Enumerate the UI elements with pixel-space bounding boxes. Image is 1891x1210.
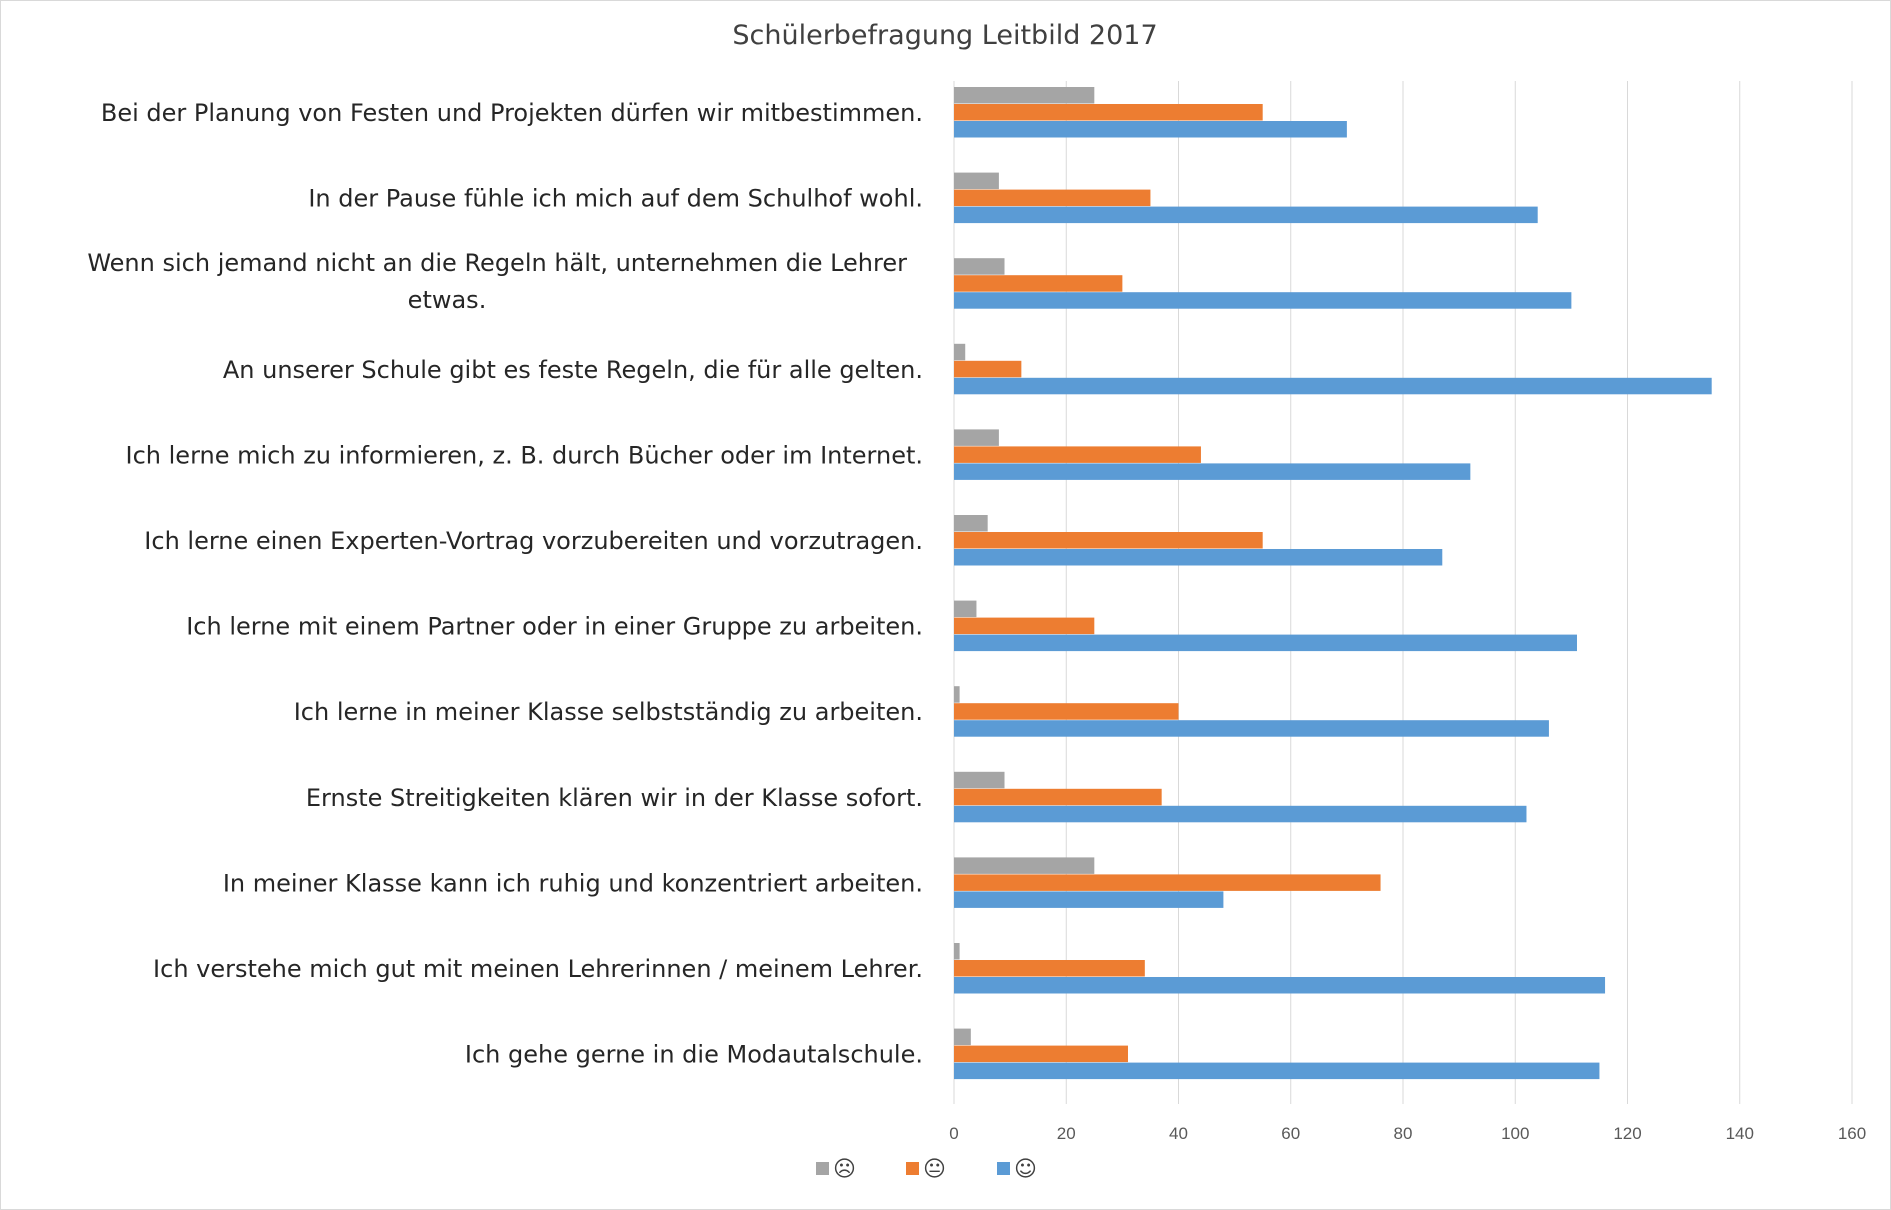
bar-2-11	[954, 960, 1145, 977]
legend-swatch	[816, 1162, 829, 1175]
bar-3-3	[954, 292, 1572, 309]
category-label: Ich lerne einen Experten-Vortrag vorzube…	[144, 527, 923, 555]
bar-3-4	[954, 377, 1712, 395]
bar-3-12	[954, 1062, 1600, 1080]
x-tick-label: 0	[949, 1124, 958, 1143]
category-label: Bei der Planung von Festen und Projekten…	[101, 99, 923, 127]
category-labels: Bei der Planung von Festen und Projekten…	[87, 99, 923, 1069]
bar-1-12	[954, 1028, 971, 1046]
bar-2-3	[954, 275, 1123, 292]
bar-1-11	[954, 943, 960, 960]
bar-3-8	[954, 720, 1549, 737]
bar-2-2	[954, 189, 1151, 207]
x-tick-label: 100	[1501, 1124, 1529, 1143]
bar-2-7	[954, 617, 1095, 635]
x-tick-label: 20	[1057, 1124, 1076, 1143]
legend-item-3[interactable]: ☺	[997, 1157, 1037, 1182]
bar-2-6	[954, 532, 1263, 549]
bar-1-10	[954, 857, 1095, 874]
x-tick-label: 120	[1613, 1124, 1641, 1143]
bar-1-4	[954, 343, 966, 361]
legend-swatch	[906, 1162, 919, 1175]
bar-1-9	[954, 771, 1005, 789]
legend-item-2[interactable]: 😐	[906, 1157, 946, 1182]
category-label-line2: etwas.	[408, 286, 487, 314]
x-tick-label: 80	[1394, 1124, 1413, 1143]
gridlines	[953, 81, 1853, 1104]
bar-2-9	[954, 788, 1162, 806]
category-label: Ich lerne mich zu informieren, z. B. dur…	[126, 441, 923, 469]
legend-label: ☺	[1014, 1157, 1037, 1182]
x-axis-ticks: 0 20 40 60 80 100 120 140 160	[949, 1124, 1866, 1143]
bar-1-5	[954, 429, 999, 446]
legend-label: ☹	[833, 1157, 856, 1182]
category-label: An unserer Schule gibt es feste Regeln, …	[223, 356, 923, 384]
category-label: Ich lerne mit einem Partner oder in eine…	[186, 613, 923, 641]
category-label: Ernste Streitigkeiten klären wir in der …	[306, 784, 923, 812]
x-tick-label: 60	[1281, 1124, 1300, 1143]
bar-2-5	[954, 446, 1201, 463]
x-tick-label: 40	[1169, 1124, 1188, 1143]
bar-3-7	[954, 634, 1577, 652]
category-label: Ich lerne in meiner Klasse selbstständig…	[294, 698, 923, 726]
chart-title: Schülerbefragung Leitbild 2017	[732, 20, 1157, 51]
bar-1-2	[954, 172, 999, 190]
bar-2-10	[954, 874, 1381, 891]
bar-1-8	[954, 686, 960, 703]
bar-1-7	[954, 600, 977, 618]
category-label: Ich verstehe mich gut mit meinen Lehreri…	[153, 955, 923, 983]
category-label: Ich gehe gerne in die Modautalschule.	[465, 1041, 923, 1069]
bar-3-2	[954, 206, 1538, 224]
bar-3-6	[954, 549, 1443, 566]
bars	[954, 87, 1712, 1080]
category-label: In meiner Klasse kann ich ruhig und konz…	[223, 869, 923, 897]
bar-3-11	[954, 977, 1606, 994]
bar-1-6	[954, 515, 988, 532]
category-label: In der Pause fühle ich mich auf dem Schu…	[308, 185, 923, 213]
category-label: Wenn sich jemand nicht an die Regeln häl…	[87, 249, 907, 277]
bar-2-4	[954, 360, 1022, 378]
bar-1-1	[954, 87, 1095, 104]
bar-3-5	[954, 463, 1471, 480]
bar-3-1	[954, 121, 1347, 138]
x-tick-label: 140	[1726, 1124, 1754, 1143]
bar-1-3	[954, 258, 1005, 275]
x-tick-label: 160	[1838, 1124, 1866, 1143]
legend-label: 😐	[923, 1157, 946, 1182]
legend[interactable]: ☹ 😐 ☺	[816, 1157, 1037, 1182]
bar-2-1	[954, 104, 1263, 121]
legend-swatch	[997, 1162, 1010, 1175]
bar-3-10	[954, 891, 1224, 908]
legend-item-1[interactable]: ☹	[816, 1157, 856, 1182]
bar-2-8	[954, 703, 1179, 720]
bar-3-9	[954, 805, 1527, 823]
bar-2-12	[954, 1045, 1128, 1063]
